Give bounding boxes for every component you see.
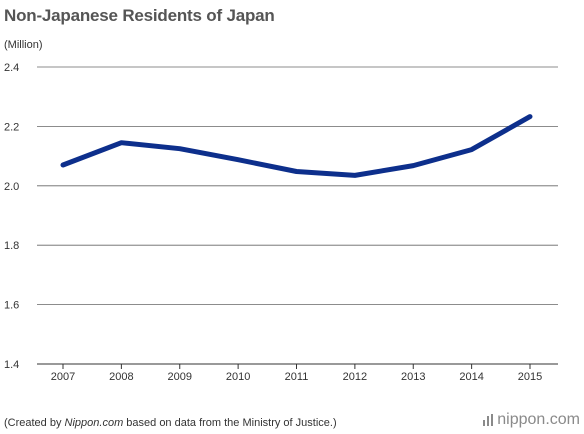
x-tick-label: 2010 — [226, 371, 250, 383]
source-prefix: (Created by — [4, 417, 65, 429]
nippon-logo: nippon.com — [483, 411, 580, 429]
source-name: Nippon.com — [64, 417, 124, 429]
series-layer — [60, 114, 533, 178]
x-tick-label: 2013 — [401, 371, 425, 383]
x-tick-label: 2011 — [285, 371, 309, 383]
y-tick-label: 1.6 — [4, 300, 19, 312]
nippon-bars-icon — [483, 414, 494, 426]
x-tick-label: 2008 — [109, 371, 133, 383]
source-suffix: based on data from the Ministry of Justi… — [123, 417, 337, 429]
y-tick-label: 2.4 — [4, 62, 19, 74]
y-axis-unit-label: (Million) — [4, 39, 43, 51]
logo-text: nippon.com — [497, 411, 580, 428]
series-line — [60, 114, 533, 178]
x-tick-label: 2015 — [518, 371, 542, 383]
y-tick-label: 2.0 — [4, 181, 19, 193]
y-axis-ticks: 1.4 1.6 1.8 2.0 2.2 2.4 — [4, 62, 19, 371]
x-tick-label: 2007 — [51, 371, 75, 383]
x-axis-ticks: 2007 2008 2009 2010 2011 2012 2013 2014 2015 — [51, 364, 542, 383]
gridlines — [37, 66, 558, 365]
x-tick-label: 2012 — [343, 371, 367, 383]
y-tick-label: 1.4 — [4, 359, 19, 371]
x-tick-label: 2014 — [459, 371, 483, 383]
y-tick-label: 1.8 — [4, 240, 19, 252]
y-tick-label: 2.2 — [4, 121, 19, 133]
chart-title: Non-Japanese Residents of Japan — [4, 6, 275, 25]
x-tick-label: 2009 — [168, 371, 192, 383]
source-note: (Created by Nippon.com based on data fro… — [4, 417, 337, 429]
